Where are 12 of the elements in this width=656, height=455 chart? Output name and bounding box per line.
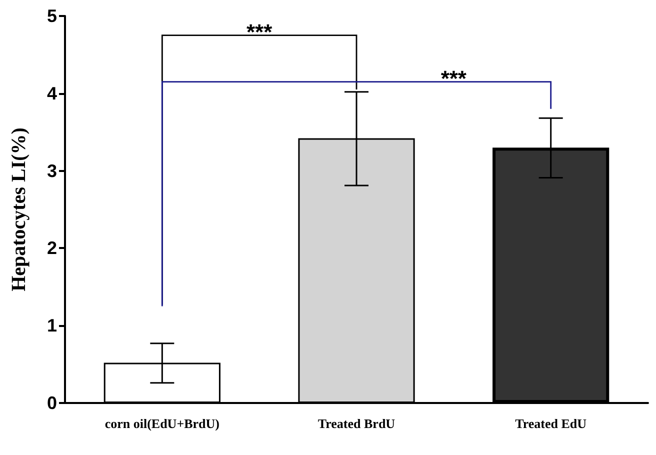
y-axis-title: Hepatocytes LI(%) [8, 128, 30, 292]
annotation: *** [246, 19, 273, 44]
y-tick-label: 0 [46, 393, 57, 413]
x-tick-label: Treated BrdU [318, 416, 396, 431]
x-tick-label: corn oil(EdU+BrdU) [104, 416, 220, 431]
y-tick-label: 1 [46, 316, 57, 336]
y-tick-label: 2 [46, 238, 57, 258]
y-tick-label: 4 [46, 83, 57, 104]
y-tick-label: 5 [46, 6, 57, 26]
y-tick-label: 3 [46, 160, 57, 181]
annotation: *** [440, 66, 467, 91]
x-tick-label: Treated EdU [515, 416, 588, 431]
